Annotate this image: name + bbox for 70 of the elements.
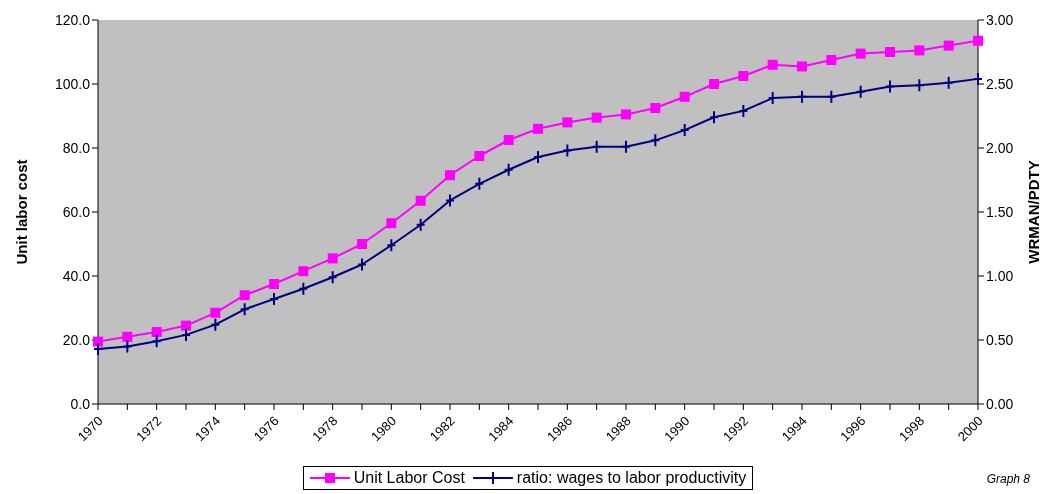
point xyxy=(767,91,778,106)
point xyxy=(327,253,338,264)
point xyxy=(122,339,133,354)
y2-tick-label: 0.00 xyxy=(986,395,1014,412)
point xyxy=(327,270,338,285)
point xyxy=(474,151,485,161)
point xyxy=(943,40,954,51)
point xyxy=(591,112,602,123)
caption: Graph 8 xyxy=(986,472,1030,486)
point xyxy=(797,61,807,72)
point xyxy=(239,302,250,317)
y-tick-label: 20.0 xyxy=(62,331,91,348)
point xyxy=(826,89,837,104)
y2-tick-label: 1.00 xyxy=(986,267,1014,284)
point xyxy=(591,139,602,154)
point xyxy=(621,109,631,120)
point xyxy=(445,170,455,181)
point xyxy=(709,79,719,89)
point xyxy=(386,238,397,253)
y-tick-label: 120.0 xyxy=(54,11,91,28)
legend-label: ratio: wages to labor productivity xyxy=(516,469,747,487)
legend-label: Unit Labor Cost xyxy=(353,469,465,487)
point xyxy=(210,317,221,332)
y2-tick-label: 2.50 xyxy=(986,75,1014,92)
point xyxy=(650,103,661,113)
y2-tick-label: 3.00 xyxy=(986,11,1014,28)
point xyxy=(210,307,221,318)
y-tick-label: 80.0 xyxy=(62,139,91,156)
y2-tick-label: 1.50 xyxy=(986,203,1014,220)
point xyxy=(679,91,690,102)
point xyxy=(914,78,925,93)
point xyxy=(298,266,309,277)
y-tick-label: 0.0 xyxy=(70,395,91,412)
point xyxy=(181,320,191,331)
point xyxy=(357,239,367,249)
point xyxy=(562,117,573,128)
y2-tick-label: 2.00 xyxy=(986,139,1014,156)
point xyxy=(503,162,514,177)
point xyxy=(738,103,749,118)
point xyxy=(855,84,866,99)
point xyxy=(855,48,866,59)
point xyxy=(474,176,485,191)
point xyxy=(533,123,543,134)
point xyxy=(679,123,690,138)
y2-axis-title: WRMAN/PDTY xyxy=(1025,160,1043,264)
point xyxy=(914,45,925,56)
point xyxy=(93,336,103,347)
y-axis-title: Unit labor cost xyxy=(13,159,31,265)
point xyxy=(151,334,162,349)
point xyxy=(415,195,426,206)
point xyxy=(269,279,279,289)
point xyxy=(826,55,837,65)
point xyxy=(562,143,573,158)
y-tick-label: 60.0 xyxy=(62,203,91,220)
point xyxy=(415,217,426,232)
point xyxy=(298,281,309,296)
point xyxy=(973,35,983,46)
point xyxy=(151,327,162,337)
point xyxy=(503,135,514,145)
y2-tick-label: 0.50 xyxy=(986,331,1014,348)
point xyxy=(738,71,749,81)
y-tick-label: 40.0 xyxy=(62,267,91,284)
point xyxy=(122,331,133,342)
y-tick-label: 100.0 xyxy=(54,75,91,92)
point xyxy=(767,59,778,70)
point xyxy=(885,47,895,57)
point xyxy=(239,290,250,301)
point xyxy=(650,133,661,148)
point xyxy=(943,75,954,90)
point xyxy=(386,218,397,229)
